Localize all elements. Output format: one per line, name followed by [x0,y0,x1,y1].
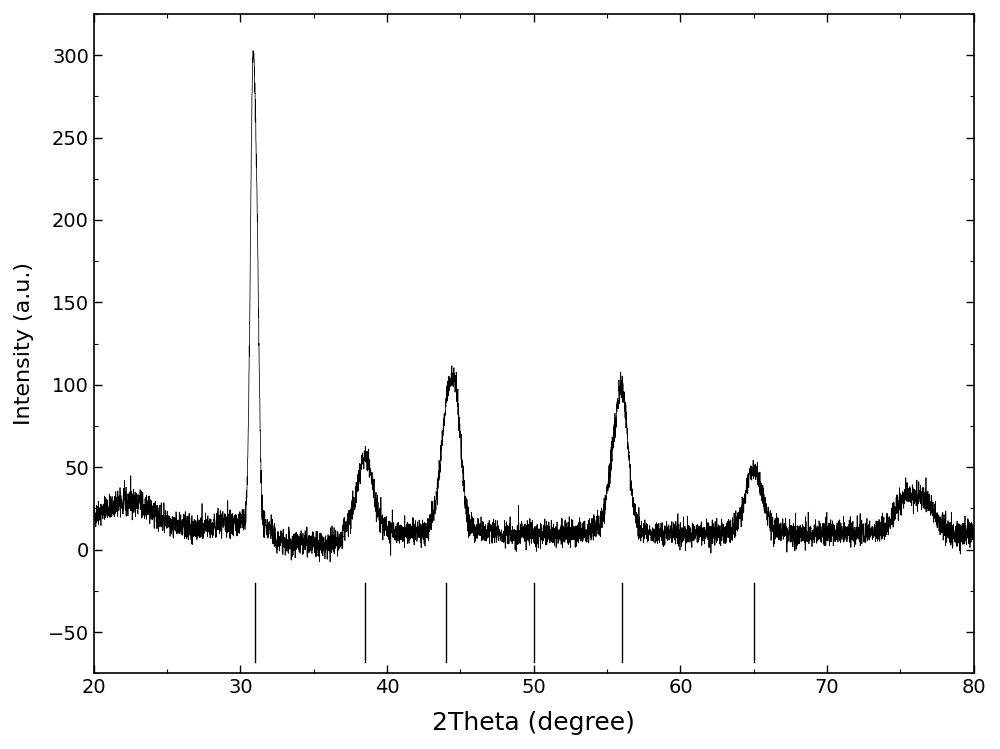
Y-axis label: Intensity (a.u.): Intensity (a.u.) [14,262,34,425]
X-axis label: 2Theta (degree): 2Theta (degree) [432,711,635,735]
